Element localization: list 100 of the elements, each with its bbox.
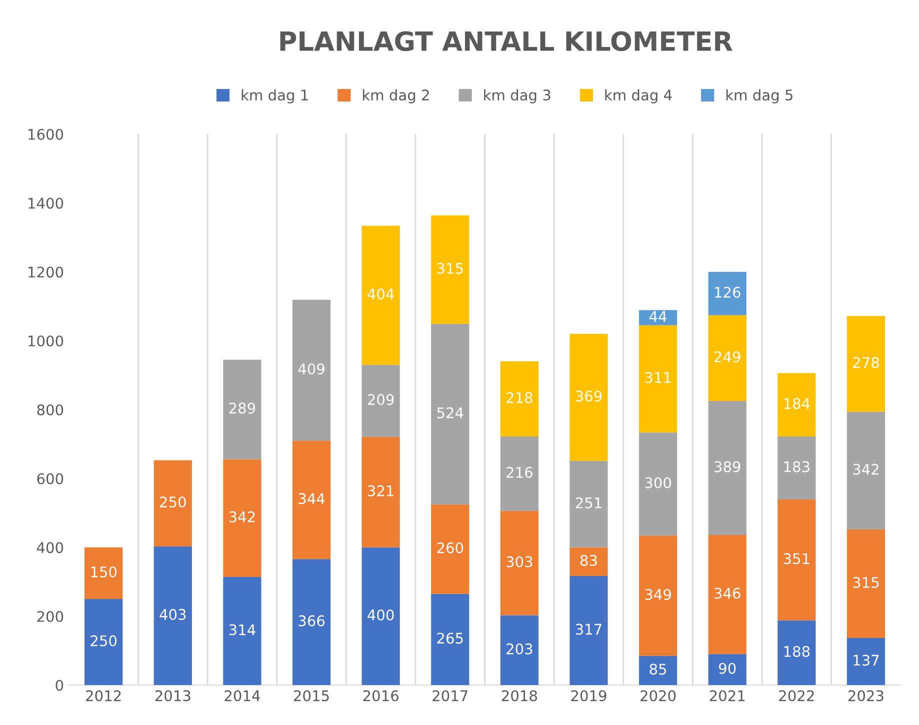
- data-label: 311: [645, 372, 671, 384]
- bar: [638, 656, 678, 686]
- bar: [292, 440, 331, 560]
- data-label: 278: [853, 357, 879, 368]
- data-label: 90: [718, 662, 736, 674]
- data-label: 404: [368, 288, 394, 300]
- y-tick-label: 400: [36, 542, 64, 554]
- bar: [778, 436, 816, 500]
- legend-label: km dag 1: [242, 89, 308, 104]
- x-tick-label: 2022: [779, 690, 814, 702]
- y-tick-label: 600: [37, 473, 64, 484]
- bar: [362, 226, 400, 365]
- data-label: 346: [714, 588, 740, 599]
- y-tick-label: 200: [37, 610, 64, 622]
- bar: [570, 547, 608, 576]
- bar: [638, 325, 678, 432]
- bar: [84, 547, 123, 600]
- x-tick-label: 2014: [224, 690, 260, 702]
- y-tick-label: 1600: [28, 128, 64, 140]
- bar: [154, 460, 192, 546]
- data-label: 289: [229, 402, 256, 414]
- data-label: 317: [576, 624, 602, 635]
- data-label: 184: [784, 398, 810, 410]
- data-label: 389: [714, 461, 740, 472]
- data-label: 188: [784, 646, 810, 657]
- bar: [708, 315, 746, 402]
- legend-label: km dag 5: [726, 89, 792, 104]
- bar: [292, 300, 331, 441]
- data-label: 218: [506, 392, 532, 404]
- y-tick-label: 0: [56, 680, 64, 691]
- bar: [778, 620, 816, 686]
- y-tick-label: 1000: [28, 335, 64, 346]
- data-label: 400: [368, 609, 394, 620]
- bar: [638, 432, 678, 536]
- bar: [570, 460, 608, 548]
- bar: [638, 536, 678, 656]
- bar: [778, 373, 816, 436]
- chart-title: PLANLAGT ANTALL KILOMETER: [280, 31, 733, 52]
- data-label: 126: [715, 286, 740, 298]
- data-label: 250: [90, 635, 117, 646]
- data-label: 303: [506, 556, 532, 568]
- bar: [223, 360, 262, 460]
- data-label: 300: [645, 477, 671, 488]
- bar: [362, 436, 400, 548]
- data-label: 315: [853, 576, 879, 588]
- bar: [154, 546, 192, 686]
- x-tick-label: 2012: [86, 690, 121, 702]
- data-label: 203: [506, 643, 532, 654]
- bar: [223, 459, 262, 577]
- data-label: 349: [645, 588, 671, 600]
- bar: [223, 576, 262, 686]
- data-label: 342: [229, 511, 255, 522]
- bar: [500, 436, 538, 511]
- bar: [638, 310, 678, 326]
- data-label: 249: [714, 351, 740, 362]
- data-label: 321: [368, 485, 394, 496]
- bar: [431, 324, 470, 504]
- data-label: 183: [784, 461, 810, 472]
- bar: [500, 361, 538, 436]
- x-tick-label: 2020: [640, 690, 676, 702]
- legend-label: km dag 4: [605, 89, 672, 104]
- bar: [500, 615, 538, 686]
- data-label: 314: [229, 624, 256, 636]
- bar: [708, 272, 746, 316]
- bar: [570, 576, 608, 686]
- y-tick-label: 1200: [28, 266, 64, 278]
- data-label: 251: [576, 497, 602, 508]
- x-tick-label: 2015: [294, 690, 329, 702]
- data-label: 315: [437, 262, 463, 274]
- bar: [778, 500, 816, 620]
- data-label: 137: [854, 654, 879, 666]
- data-label: 85: [650, 664, 666, 675]
- bar: [431, 594, 470, 686]
- bar: [431, 215, 470, 324]
- legend-label: km dag 2: [362, 89, 429, 104]
- data-label: 260: [437, 542, 464, 554]
- bar: [846, 638, 886, 686]
- legend-label: km dag 3: [484, 89, 550, 104]
- data-label: 216: [506, 466, 532, 478]
- bar: [362, 547, 400, 686]
- data-label: 44: [649, 311, 667, 322]
- data-label: 342: [853, 464, 878, 475]
- data-label: 369: [576, 390, 602, 402]
- bar: [570, 334, 608, 461]
- data-label: 209: [368, 394, 394, 406]
- x-tick-label: 2018: [502, 690, 537, 702]
- x-tick-label: 2021: [710, 690, 745, 702]
- data-label: 83: [580, 554, 597, 566]
- bar: [292, 559, 331, 686]
- bar: [84, 599, 123, 686]
- data-label: 403: [160, 608, 186, 620]
- bar: [846, 316, 886, 412]
- data-label: 524: [437, 407, 464, 418]
- data-label: 150: [91, 566, 117, 578]
- data-label: 351: [784, 553, 810, 564]
- bar: [846, 529, 886, 638]
- data-label: 344: [298, 493, 325, 504]
- y-tick-label: 1400: [28, 198, 64, 209]
- bar: [362, 364, 400, 437]
- bar: [708, 654, 746, 686]
